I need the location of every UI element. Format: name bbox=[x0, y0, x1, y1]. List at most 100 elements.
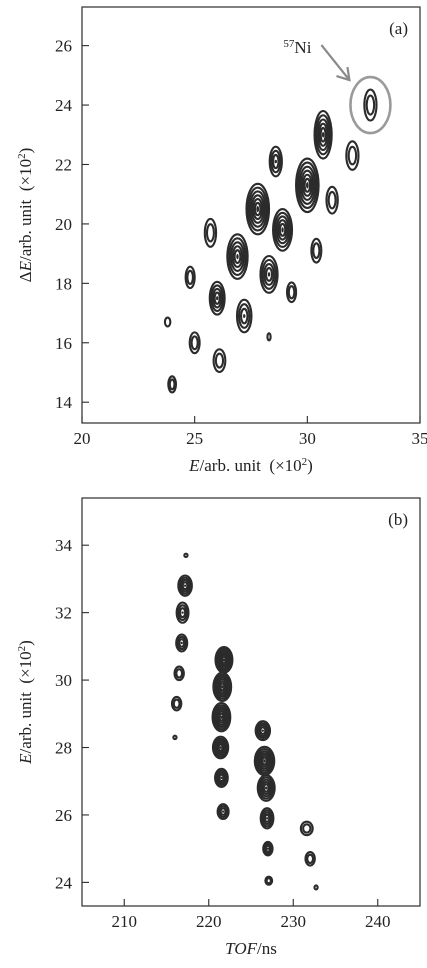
contour-level bbox=[174, 700, 180, 708]
contour-island bbox=[168, 376, 176, 392]
contour-island bbox=[301, 822, 313, 835]
contour-peak bbox=[306, 182, 309, 188]
y-tick-label: 28 bbox=[55, 739, 72, 758]
contour-layer bbox=[172, 554, 318, 890]
contour-island bbox=[186, 267, 195, 288]
contour-peak bbox=[243, 314, 245, 318]
contour-peak bbox=[184, 584, 186, 586]
x-axis-label: E/arb. unit (×102) bbox=[188, 456, 313, 475]
contour-island bbox=[267, 333, 270, 340]
y-tick-label: 18 bbox=[55, 274, 72, 293]
contour-peak bbox=[265, 786, 267, 789]
contour-level bbox=[173, 736, 176, 739]
contour-peak bbox=[181, 642, 183, 644]
contour-island bbox=[177, 603, 189, 623]
contour-level bbox=[267, 878, 271, 883]
contour-level bbox=[313, 243, 319, 258]
contour-peak bbox=[275, 160, 277, 164]
contour-peak bbox=[268, 272, 270, 276]
contour-peak bbox=[220, 715, 222, 718]
x-tick-label: 230 bbox=[281, 912, 307, 931]
contour-island bbox=[306, 852, 315, 865]
contour-level bbox=[176, 669, 182, 677]
contour-peak bbox=[236, 254, 238, 259]
contour-level bbox=[192, 336, 198, 349]
contour-peak bbox=[219, 746, 221, 749]
contour-level bbox=[187, 271, 193, 284]
contour-island bbox=[173, 736, 176, 739]
x-tick-label: 35 bbox=[412, 429, 427, 448]
contour-island bbox=[326, 187, 337, 214]
y-tick-label: 32 bbox=[55, 604, 72, 623]
contour-level bbox=[216, 354, 223, 368]
contour-island bbox=[287, 282, 296, 302]
contour-level bbox=[367, 96, 374, 115]
x-tick-label: 30 bbox=[299, 429, 316, 448]
contour-peak bbox=[267, 847, 269, 849]
contour-island bbox=[364, 90, 376, 121]
y-tick-label: 26 bbox=[55, 37, 72, 56]
contour-peak bbox=[181, 611, 183, 613]
contour-island bbox=[296, 159, 319, 212]
contour-level bbox=[207, 224, 214, 241]
x-tick-label: 20 bbox=[74, 429, 91, 448]
contour-peak bbox=[322, 132, 324, 138]
panel-label: (a) bbox=[389, 19, 408, 38]
contour-peak bbox=[256, 206, 259, 212]
contour-peak bbox=[223, 658, 225, 661]
x-tick-label: 240 bbox=[365, 912, 391, 931]
contour-island bbox=[261, 808, 274, 828]
contour-island bbox=[216, 647, 233, 673]
highlight-circle bbox=[350, 77, 390, 133]
plot-frame bbox=[82, 498, 420, 906]
x-axis-label: TOF/ns bbox=[225, 939, 277, 958]
y-tick-label: 30 bbox=[55, 671, 72, 690]
contour-level bbox=[184, 554, 187, 557]
contour-island bbox=[237, 300, 251, 333]
contour-island bbox=[214, 349, 226, 372]
contour-island bbox=[215, 769, 228, 787]
x-tick-label: 210 bbox=[112, 912, 138, 931]
y-tick-label: 16 bbox=[55, 334, 72, 353]
contour-island bbox=[205, 219, 216, 247]
contour-peak bbox=[220, 777, 222, 779]
contour-island bbox=[260, 256, 277, 293]
y-tick-label: 26 bbox=[55, 806, 72, 825]
contour-island bbox=[270, 147, 282, 177]
y-axis-label: ΔE/arb. unit (×102) bbox=[16, 148, 35, 283]
contour-island bbox=[213, 673, 231, 701]
y-tick-label: 20 bbox=[55, 215, 72, 234]
contour-island bbox=[213, 737, 228, 759]
contour-level bbox=[307, 855, 313, 863]
contour-island bbox=[265, 877, 272, 885]
contour-peak bbox=[216, 296, 218, 300]
contour-island bbox=[184, 554, 187, 557]
contour-island bbox=[178, 576, 192, 596]
contour-island bbox=[172, 697, 181, 710]
y-tick-label: 22 bbox=[55, 155, 72, 174]
annotation-arrow bbox=[321, 45, 349, 80]
contour-island bbox=[315, 111, 332, 159]
contour-island bbox=[175, 667, 184, 680]
contour-level bbox=[329, 192, 336, 208]
contour-island bbox=[255, 747, 274, 775]
contour-island bbox=[311, 239, 321, 263]
contour-island bbox=[210, 282, 225, 315]
contour-peak bbox=[266, 817, 268, 819]
contour-peak bbox=[263, 759, 265, 762]
contour-island bbox=[246, 184, 269, 235]
contour-island bbox=[256, 721, 270, 740]
contour-level bbox=[165, 318, 170, 327]
y-tick-label: 14 bbox=[55, 393, 73, 412]
contour-island bbox=[176, 635, 187, 652]
y-axis-label: E/arb. unit (×102) bbox=[16, 640, 35, 765]
contour-peak bbox=[281, 227, 283, 232]
y-tick-label: 34 bbox=[55, 536, 73, 555]
y-tick-label: 24 bbox=[55, 96, 73, 115]
contour-island bbox=[263, 842, 272, 855]
contour-island bbox=[227, 234, 247, 279]
contour-peak bbox=[262, 729, 264, 731]
x-tick-label: 220 bbox=[196, 912, 222, 931]
